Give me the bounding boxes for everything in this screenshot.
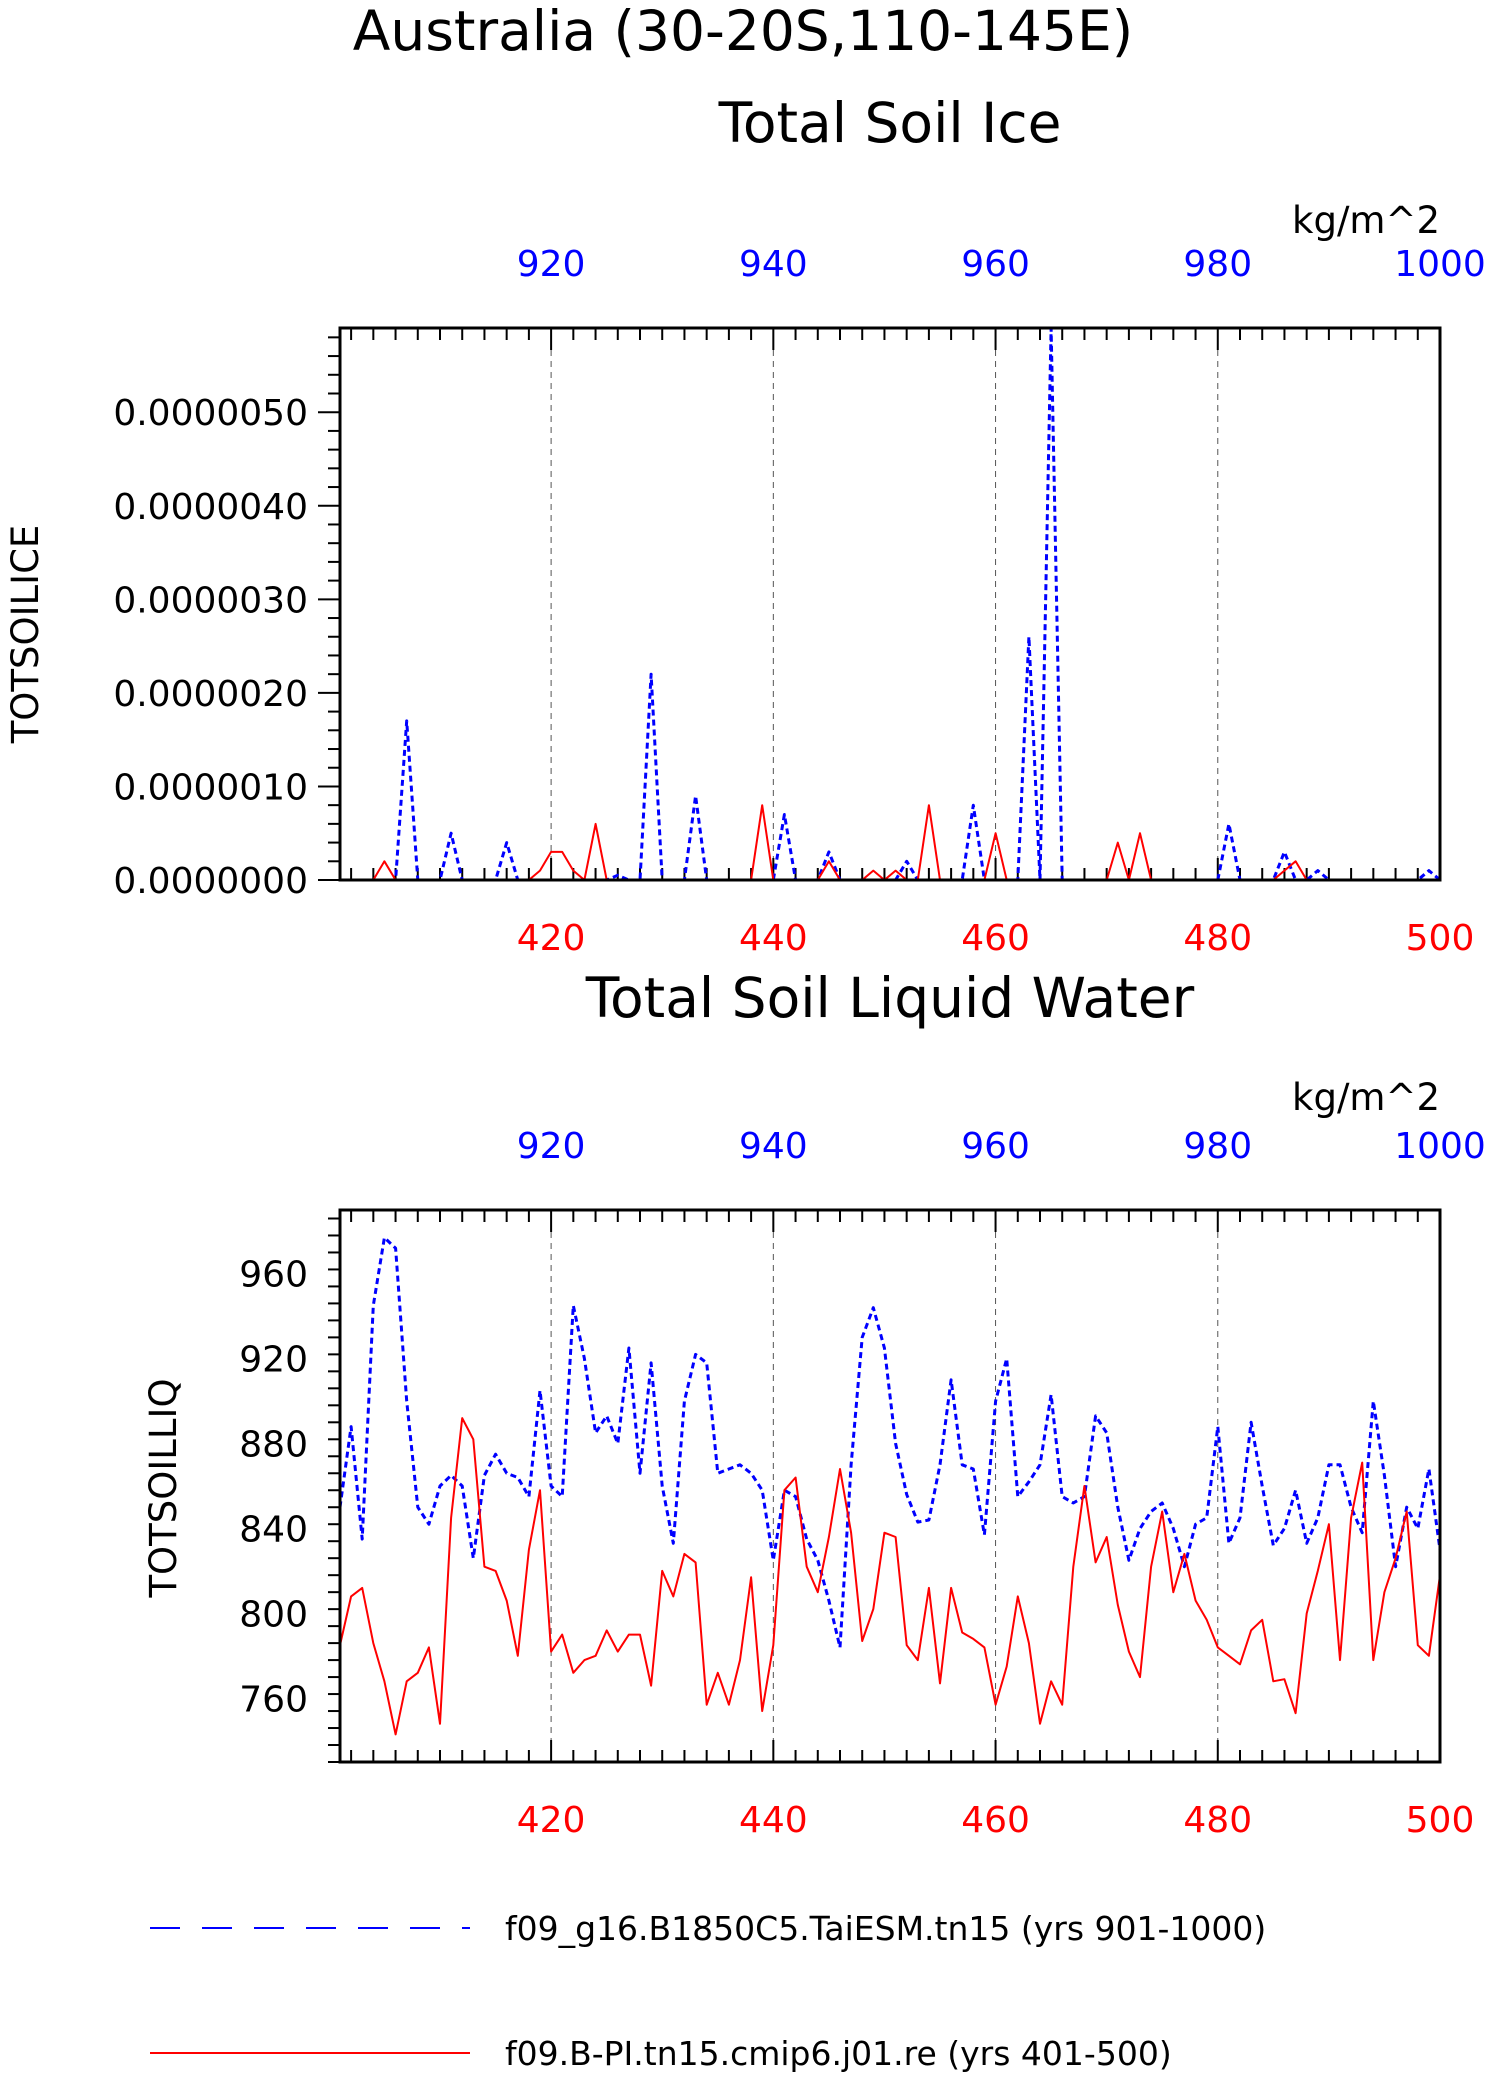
- x-top-tick-label: 1000: [1394, 1126, 1486, 1167]
- x-bottom-tick-label: 500: [1406, 1800, 1475, 1841]
- series-line-red: [340, 804, 1440, 881]
- y-tick-label: 840: [239, 1509, 308, 1550]
- plot-frame: [338, 1208, 1442, 1764]
- y-tick-label: 0.0000040: [113, 487, 308, 528]
- x-bottom-tick-label: 420: [517, 918, 586, 959]
- y-tick-label: 0.0000030: [113, 580, 308, 621]
- y-tick-label: 0.0000050: [113, 393, 308, 434]
- x-top-tick-label: 920: [517, 244, 586, 285]
- series-line-red: [339, 1417, 1441, 1736]
- y-axis-label: TOTSOILLIQ: [142, 1378, 185, 1598]
- y-tick-label: 0.0000010: [113, 767, 308, 808]
- x-bottom-tick-label: 500: [1406, 918, 1475, 959]
- units-label: kg/m^2: [1292, 199, 1440, 242]
- series-line-blue: [340, 326, 1441, 882]
- y-axis-label: TOTSOILICE: [4, 525, 47, 745]
- x-bottom-tick-label: 420: [517, 1800, 586, 1841]
- x-top-tick-label: 960: [961, 244, 1030, 285]
- panel-total-soil-liquid-water: Total Soil Liquid Water kg/m^2 TOTSOILLI…: [142, 966, 1486, 1841]
- y-tick-label: 880: [239, 1425, 308, 1466]
- y-tick-label: 960: [239, 1255, 308, 1296]
- panel-total-soil-ice: Total Soil Ice kg/m^2 TOTSOILICE 420 440 4…: [4, 91, 1486, 959]
- units-label: kg/m^2: [1292, 1076, 1440, 1119]
- y-tick-label: 0.0000020: [113, 674, 308, 715]
- series-line-blue: [338, 1236, 1442, 1649]
- x-top-tick-label: 980: [1183, 1126, 1252, 1167]
- legend-label-blue: f09_g16.B1850C5.TaiESM.tn15 (yrs 901-100…: [505, 1909, 1266, 1948]
- x-bottom-tick-label: 440: [739, 1800, 808, 1841]
- figure-title-line1: Australia (30-20S,110-145E): [353, 0, 1133, 63]
- x-bottom-tick-label: 480: [1183, 918, 1252, 959]
- y-tick-label: 920: [239, 1340, 308, 1381]
- legend: f09_g16.B1850C5.TaiESM.tn15 (yrs 901-100…: [150, 1909, 1266, 2073]
- x-bottom-tick-label: 440: [739, 918, 808, 959]
- plot-frame: [338, 326, 1442, 882]
- y-tick-label: 760: [239, 1679, 308, 1720]
- y-tick-label: 800: [239, 1594, 308, 1635]
- x-bottom-tick-label: 460: [961, 1800, 1030, 1841]
- x-top-tick-label: 960: [961, 1126, 1030, 1167]
- x-top-tick-label: 1000: [1394, 244, 1486, 285]
- y-tick-label: 0.0000000: [113, 861, 308, 902]
- x-top-tick-label: 940: [739, 244, 808, 285]
- x-top-tick-label: 920: [517, 1126, 586, 1167]
- legend-label-red: f09.B-PI.tn15.cmip6.j01.re (yrs 401-500): [505, 2034, 1172, 2073]
- x-top-tick-label: 940: [739, 1126, 808, 1167]
- x-bottom-tick-label: 460: [961, 918, 1030, 959]
- x-top-tick-label: 980: [1183, 244, 1252, 285]
- panel-title: Total Soil Liquid Water: [585, 966, 1195, 1030]
- x-bottom-tick-label: 480: [1183, 1800, 1252, 1841]
- panel-title: Total Soil Ice: [718, 91, 1062, 155]
